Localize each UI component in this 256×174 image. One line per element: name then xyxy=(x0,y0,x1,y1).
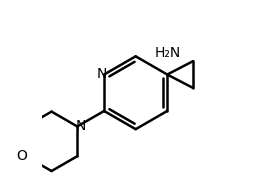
Text: N: N xyxy=(76,118,86,133)
Text: O: O xyxy=(17,149,27,163)
Text: H₂N: H₂N xyxy=(155,46,181,60)
Text: N: N xyxy=(96,67,106,81)
